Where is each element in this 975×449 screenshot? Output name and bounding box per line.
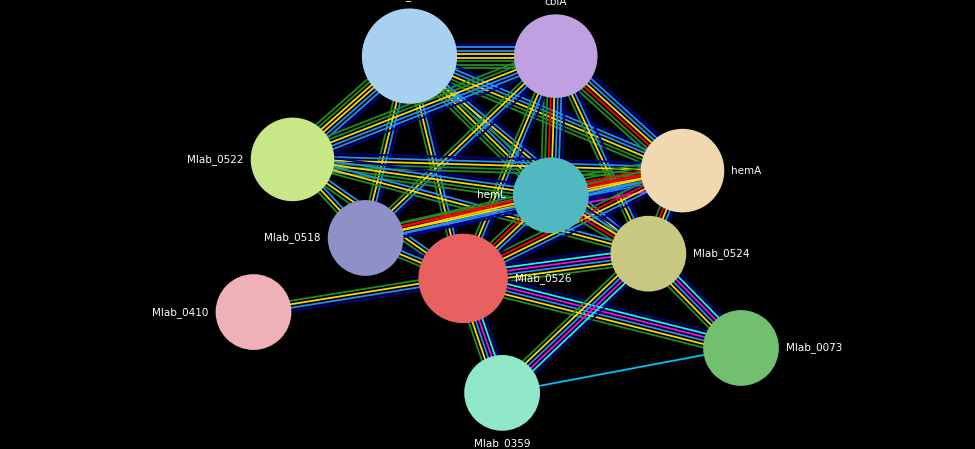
Circle shape [514, 158, 588, 233]
Text: Mlab_0526: Mlab_0526 [515, 273, 571, 284]
Circle shape [515, 15, 597, 97]
Text: Mlab_0524: Mlab_0524 [693, 248, 750, 259]
Text: Mlab_1077: Mlab_1077 [381, 0, 438, 1]
Circle shape [363, 9, 456, 103]
Circle shape [216, 275, 291, 349]
Text: Mlab_0359: Mlab_0359 [474, 438, 530, 449]
Text: Mlab_0073: Mlab_0073 [786, 343, 842, 353]
Circle shape [611, 216, 685, 291]
Circle shape [642, 130, 723, 211]
Text: Mlab_0410: Mlab_0410 [152, 307, 209, 317]
Circle shape [329, 201, 403, 275]
Text: Mlab_0522: Mlab_0522 [187, 154, 244, 165]
Circle shape [704, 311, 778, 385]
Text: hemL: hemL [477, 190, 506, 200]
Text: hemA: hemA [731, 166, 761, 176]
Circle shape [252, 119, 333, 200]
Text: cbiA: cbiA [544, 0, 567, 7]
Circle shape [419, 234, 507, 322]
Text: Mlab_0518: Mlab_0518 [264, 233, 321, 243]
Circle shape [465, 356, 539, 430]
